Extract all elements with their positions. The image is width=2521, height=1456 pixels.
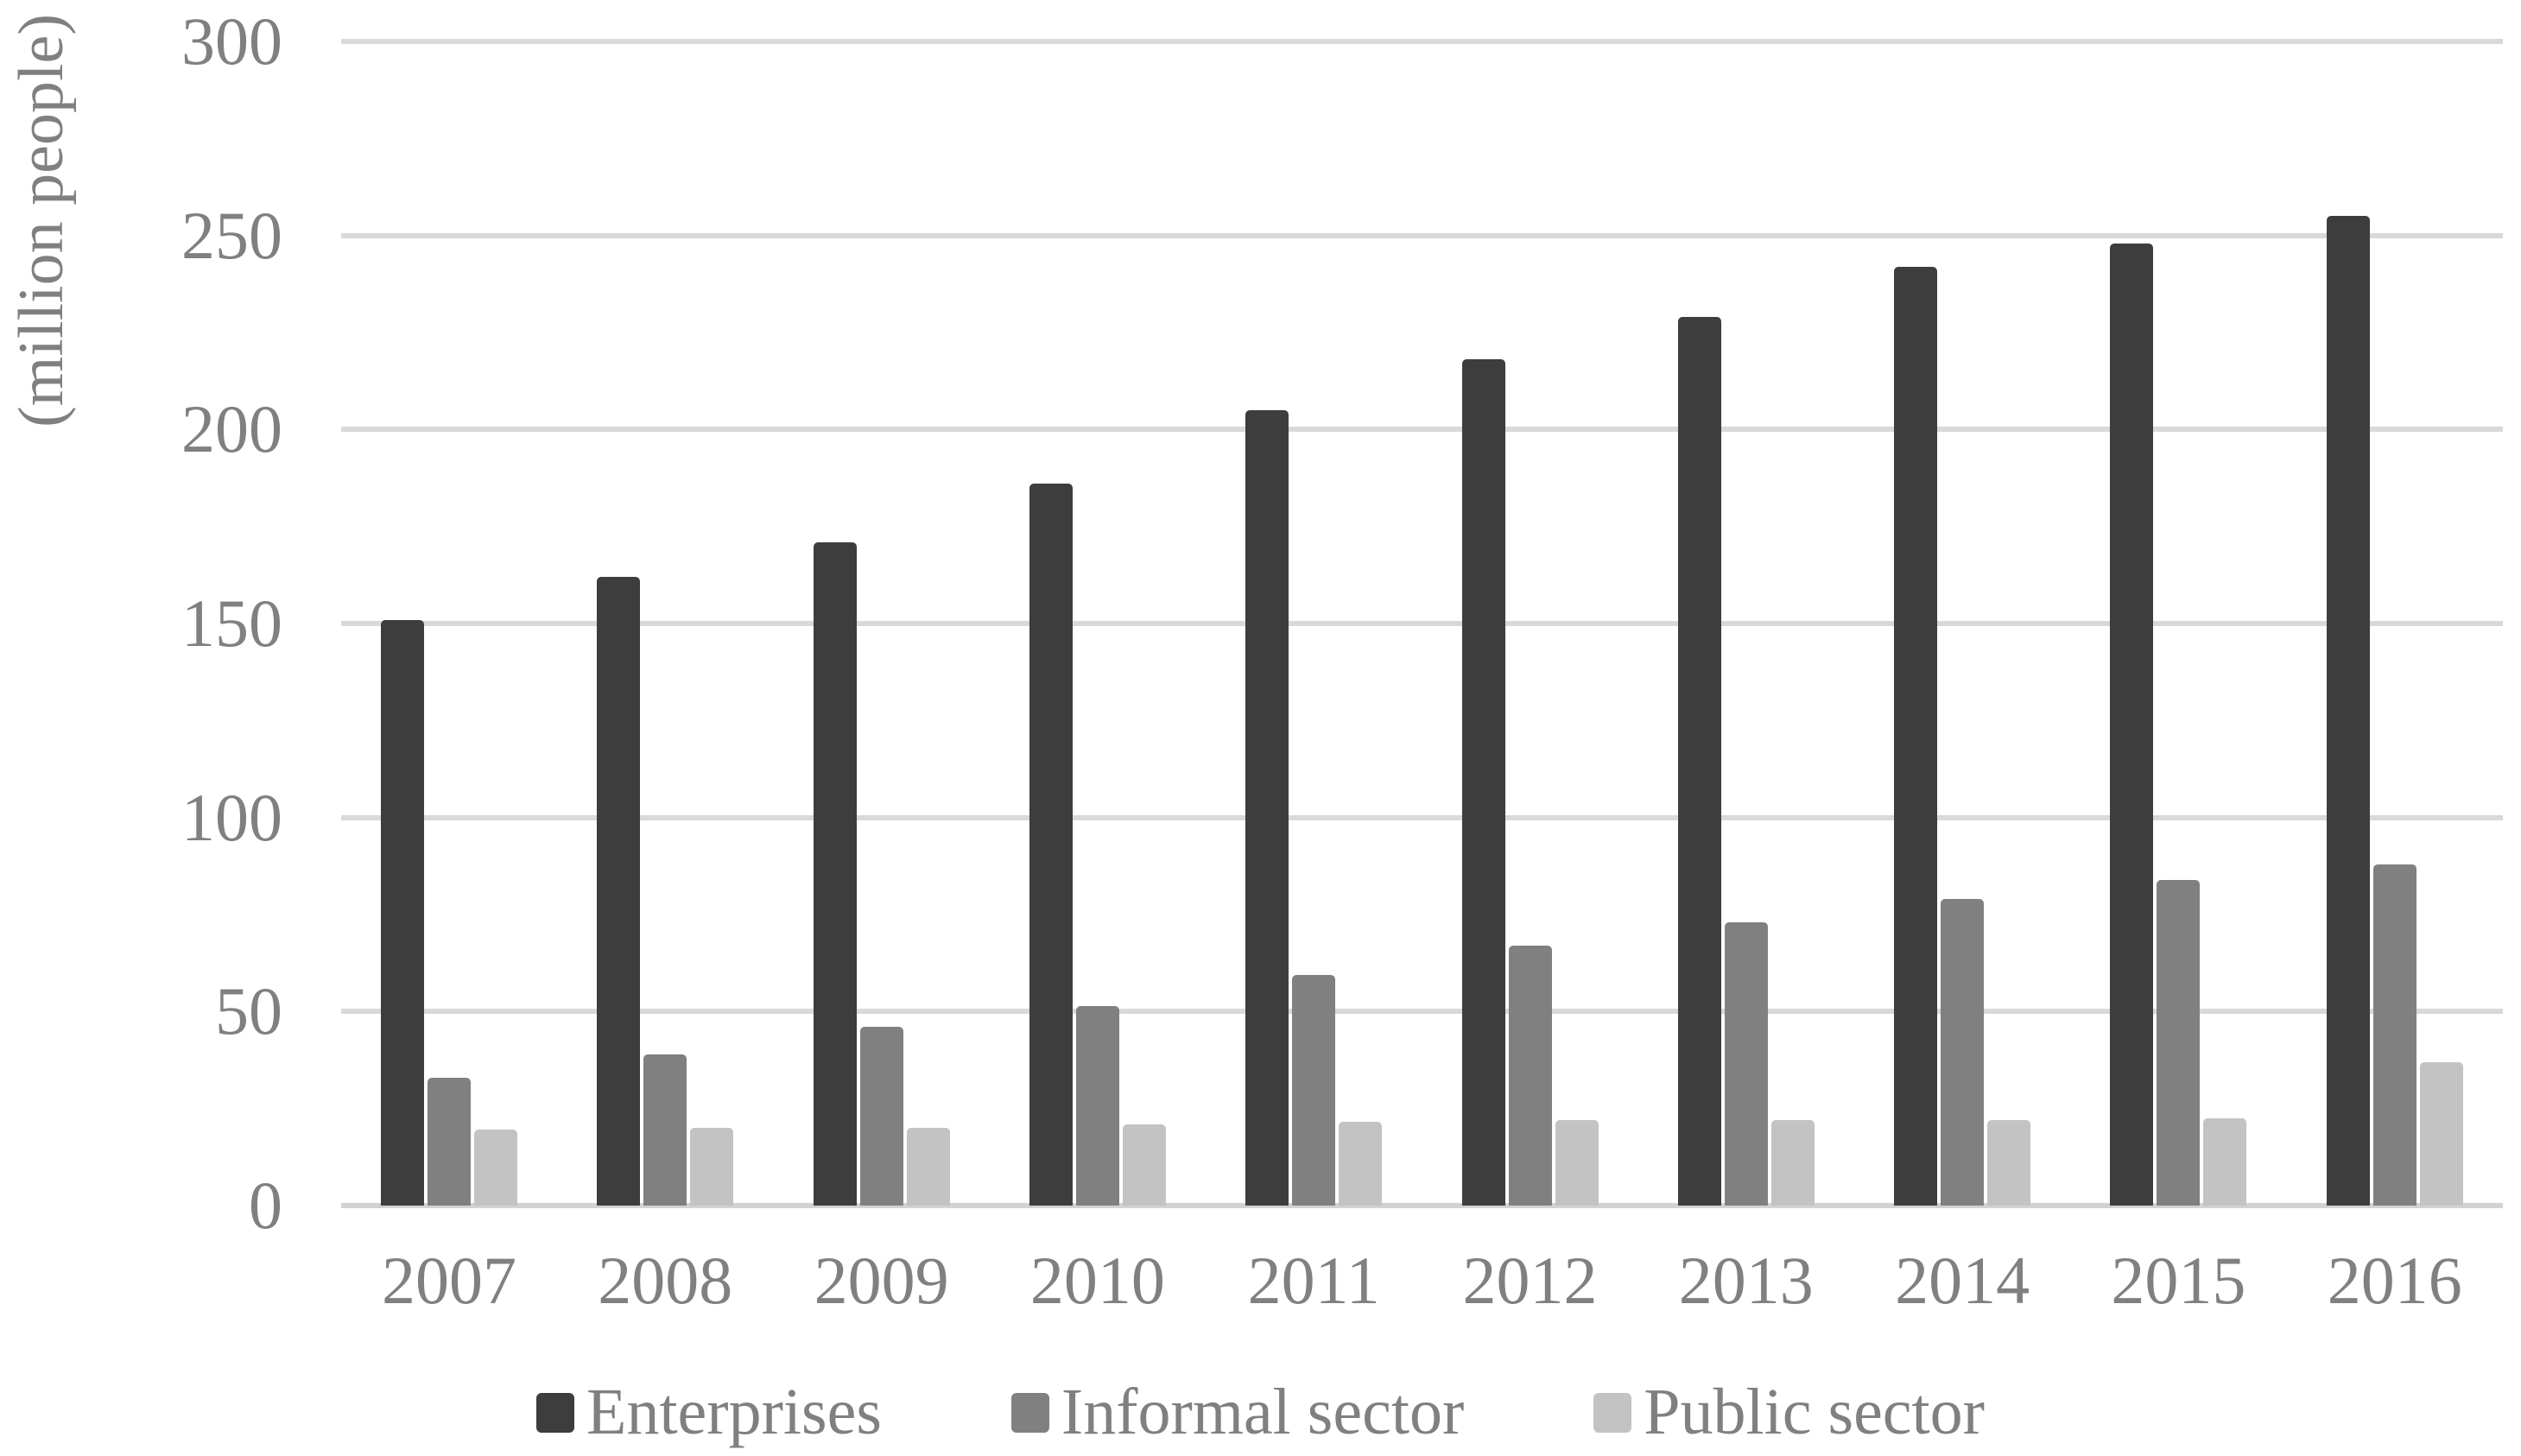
y-tick-label: 150 [181,586,282,661]
x-axis-label: 2009 [814,1243,949,1318]
bar-enterprises-2010 [1029,484,1073,1206]
bar-informal-sector-2014 [1941,899,1985,1206]
y-tick-label: 300 [181,3,282,79]
bar-informal-sector-2007 [428,1077,471,1206]
gridline [341,39,2503,44]
x-axis-label: 2007 [382,1243,516,1318]
y-tick-label: 50 [215,973,282,1049]
x-axis-label: 2012 [1462,1243,1598,1318]
legend-swatch [1010,1392,1049,1433]
bar-informal-sector-2012 [1508,945,1552,1206]
bar-public-sector-2016 [2419,1061,2463,1206]
bar-enterprises-2008 [597,577,641,1206]
bar-informal-sector-2010 [1075,1005,1119,1206]
gridline [341,232,2503,238]
bar-public-sector-2009 [906,1128,950,1206]
bar-informal-sector-2016 [2372,864,2416,1206]
bar-enterprises-2012 [1461,359,1505,1206]
legend-swatch [536,1392,575,1433]
x-axis-line [341,1203,2503,1208]
gridline [341,427,2503,433]
y-tick-label: 100 [181,779,282,855]
legend-label: Public sector [1644,1376,1985,1448]
bar-public-sector-2011 [1339,1122,1383,1206]
legend-item-informal-sector: Informal sector [1010,1375,1465,1450]
legend-label: Enterprises [586,1376,882,1448]
legend-label: Informal sector [1061,1376,1465,1448]
bar-public-sector-2013 [1770,1120,1815,1206]
x-axis-label: 2008 [598,1243,733,1318]
legend-item-enterprises: Enterprises [536,1375,882,1450]
bar-public-sector-2010 [1122,1124,1166,1206]
bar-informal-sector-2015 [2157,879,2201,1206]
bar-enterprises-2011 [1245,409,1289,1206]
y-tick-label: 200 [181,391,282,467]
bar-informal-sector-2011 [1292,974,1336,1206]
gridline [341,621,2503,626]
legend: Enterprises Informal sector Public sector [0,1375,2521,1450]
bar-public-sector-2014 [1987,1120,2031,1206]
x-axis-label: 2014 [1895,1243,2030,1318]
legend-swatch [1593,1392,1632,1433]
bar-enterprises-2015 [2110,243,2154,1206]
y-tick-label: 0 [249,1168,282,1243]
bar-public-sector-2015 [2203,1117,2247,1206]
x-axis-label: 2011 [1247,1243,1380,1318]
bar-informal-sector-2008 [643,1054,687,1206]
x-axis-label: 2016 [2327,1243,2462,1318]
x-axis-label: 2013 [1678,1243,1814,1318]
x-axis-label: 2015 [2111,1243,2246,1318]
bar-public-sector-2007 [474,1130,517,1206]
y-axis-title: (million people) [6,14,77,427]
bar-enterprises-2009 [813,541,857,1206]
bar-enterprises-2014 [1894,266,1938,1206]
gridline [341,1009,2503,1015]
bar-enterprises-2016 [2326,216,2370,1206]
x-axis-label: 2010 [1029,1243,1165,1318]
bar-public-sector-2008 [690,1128,734,1206]
bar-informal-sector-2009 [859,1027,903,1206]
bar-enterprises-2007 [381,619,424,1206]
gridline [341,814,2503,820]
bar-public-sector-2012 [1555,1120,1599,1206]
y-tick-label: 250 [181,197,282,273]
legend-item-public-sector: Public sector [1593,1375,1985,1450]
bar-informal-sector-2013 [1724,921,1768,1206]
bar-enterprises-2013 [1677,317,1721,1206]
